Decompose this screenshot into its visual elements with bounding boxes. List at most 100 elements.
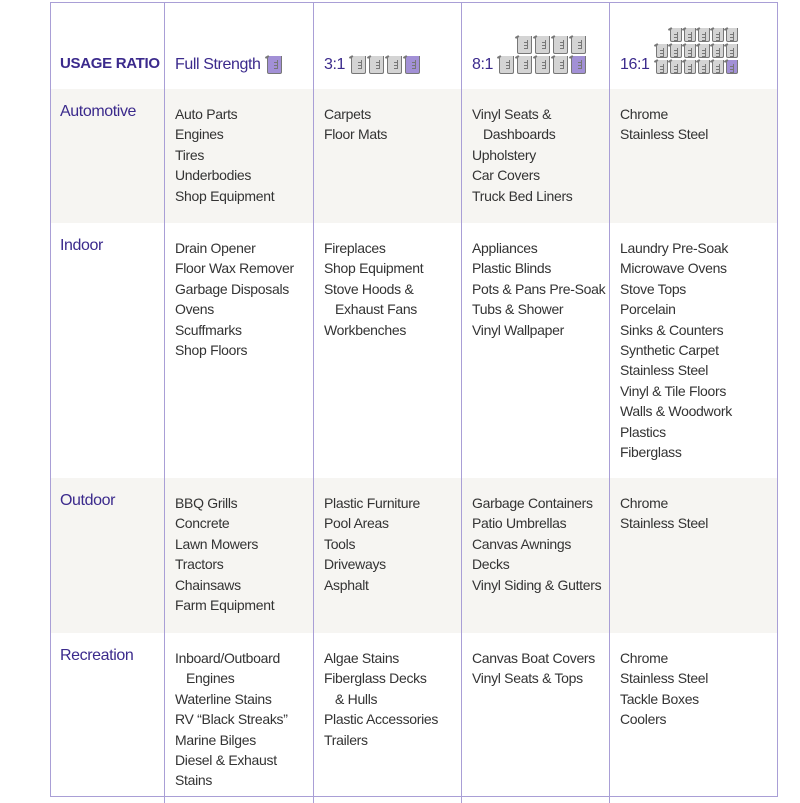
beaker-row [266,56,282,74]
item-list: BBQ Grills Concrete Lawn Mowers Tractors Cha… [175,493,275,615]
beaker-icon [553,56,569,74]
beaker-icon [266,56,282,74]
list-item: Scuffmarks [175,321,242,338]
item-list: Vinyl Seats & Dashboards Upholstery Car Cov… [472,104,573,206]
beaker-row [499,56,587,74]
list-item: Lawn Mowers [175,535,259,552]
beaker-icon [697,60,710,74]
list-item: Microwave Ovens [620,260,727,277]
list-item: Fireplaces [324,240,386,256]
list-item: Shop Equipment [324,260,424,277]
beaker-icon [711,44,724,58]
beaker-group [266,56,282,74]
list-item: Engines [186,670,235,687]
header-cell-ratio: 16:1 [610,3,777,89]
list-item: Algae Stains [324,650,400,666]
beaker-icon [669,28,682,42]
ratio-header: 8:1 [472,36,587,74]
list-item: Vinyl Seats & [472,106,552,122]
category-cell: Indoor [51,223,165,478]
list-item: Floor Wax Remover [175,260,294,277]
list-item: Waterline Stains [175,690,272,707]
category-label: Outdoor [60,492,116,509]
beaker-icon [711,28,724,42]
list-item: Stove Hoods & [324,280,414,297]
list-item: Inboard/Outboard [175,650,280,666]
items-cell: Garbage Containers Patio Umbrellas Canvas … [462,478,610,633]
list-item: Fiberglass Decks [324,670,427,687]
category-cell: Recreation [51,633,165,803]
beaker-icon [517,56,533,74]
list-item: Stove Tops [620,280,687,297]
beaker-icon [499,56,515,74]
beaker-icon [535,36,551,54]
beaker-row [517,36,587,54]
beaker-icon [571,36,587,54]
list-item: Workbenches [324,321,407,338]
items-cell: Chrome Stainless Steel [610,478,777,633]
list-item: Chrome [620,106,668,122]
category-cell: Automotive [51,89,165,223]
ratio-header: Full Strength [175,56,282,74]
header-cell-ratio: 8:1 [462,3,610,89]
list-item: Tackle Boxes [620,690,699,707]
item-list: Chrome Stainless Steel [620,493,708,534]
beaker-row [655,44,738,58]
list-item: Plastic Accessories [324,711,439,728]
category-label: Recreation [60,647,134,664]
list-item: Underbodies [175,167,252,184]
beaker-row [655,60,738,74]
beaker-icon [683,44,696,58]
beaker-icon [369,56,385,74]
list-item: Farm Equipment [175,597,275,614]
list-item: Laundry Pre-Soak [620,240,729,256]
item-list: Algae Stains Fiberglass Decks & Hulls Plast… [324,648,438,750]
list-item: Plastic Blinds [472,260,552,277]
items-cell: Inboard/Outboard Engines Waterline Stains R… [165,633,314,803]
items-cell: Chrome Stainless Steel [610,89,777,223]
list-item: Tractors [175,556,224,573]
list-item: Drain Opener [175,240,256,256]
items-cell: Algae Stains Fiberglass Decks & Hulls Plast… [314,633,462,803]
header-cell-usage: USAGE RATIO [51,3,165,89]
list-item: Decks [472,556,510,573]
list-item: Appliances [472,240,538,256]
list-item: Patio Umbrellas [472,515,567,532]
item-list: Canvas Boat Covers Vinyl Seats & Tops [472,648,595,689]
item-list: Inboard/Outboard Engines Waterline Stains R… [175,648,313,791]
ratio-header: 3:1 [324,56,421,74]
header-row: USAGE RATIO Full Strength 3:1 8:1 16:1 [51,3,777,89]
beaker-row [351,56,421,74]
beaker-icon [683,60,696,74]
beaker-group [499,36,587,74]
beaker-icon [725,60,738,74]
list-item: Plastics [620,423,666,440]
list-item: BBQ Grills [175,495,238,511]
item-list: Drain Opener Floor Wax Remover Garbage Dis… [175,238,294,360]
list-item: Shop Equipment [175,187,275,204]
list-item: Sinks & Counters [620,321,724,338]
ratio-label: Full Strength [175,56,261,73]
header-cell-ratio: Full Strength [165,3,314,89]
ratio-label: 16:1 [620,56,650,73]
beaker-icon [683,28,696,42]
item-list: Appliances Plastic Blinds Pots & Pans Pre-… [472,238,606,340]
list-item: Shop Floors [175,342,248,359]
usage-ratio-label: USAGE RATIO [60,55,160,72]
list-item: Concrete [175,515,230,532]
beaker-icon [697,28,710,42]
list-item: Exhaust Fans [335,301,417,318]
list-item: Stainless Steel [620,670,709,687]
list-item: Ovens [175,301,214,318]
list-item: Vinyl & Tile Floors [620,382,727,399]
items-cell: Auto Parts Engines Tires Underbodies Shop Eq… [165,89,314,223]
ratio-label: 3:1 [324,56,346,73]
list-item: Stainless Steel [620,362,709,379]
beaker-icon [387,56,403,74]
item-list: Chrome Stainless Steel Tackle Boxes Coolers [620,648,708,730]
list-item: Stainless Steel [620,126,709,143]
category-row: Automotive Auto Parts Engines Tires Underbod… [51,89,777,223]
item-list: Plastic Furniture Pool Areas Tools Driveway… [324,493,420,595]
item-list: Fireplaces Shop Equipment Stove Hoods & Exh… [324,238,424,340]
list-item: Vinyl Seats & Tops [472,670,583,687]
